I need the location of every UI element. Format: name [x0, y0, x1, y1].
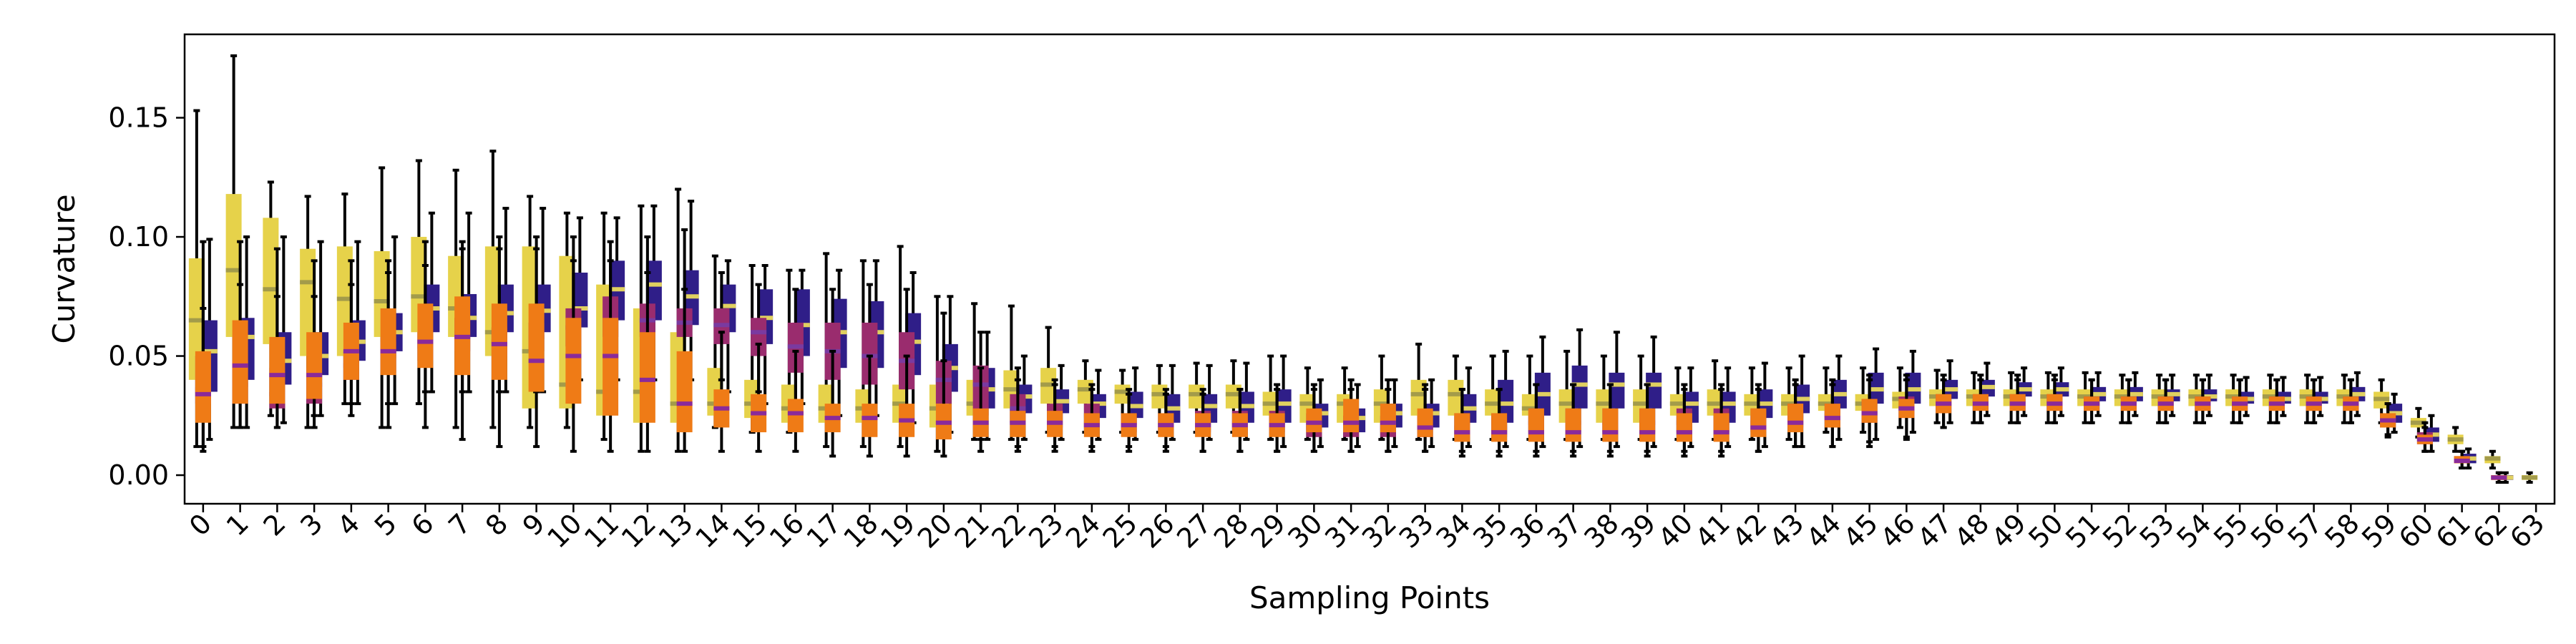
series-orange	[195, 247, 2507, 484]
box-orange	[417, 303, 434, 369]
box-orange	[602, 318, 619, 416]
box-orange	[1343, 399, 1360, 433]
box-orange	[1861, 399, 1878, 423]
x-tick-label: 7	[442, 507, 477, 542]
box-orange	[565, 318, 582, 404]
y-tick-label: 0.05	[108, 341, 169, 372]
series-navy	[201, 200, 2514, 484]
box-navy	[1646, 372, 1662, 409]
x-tick-label: 3	[294, 507, 328, 542]
box-orange	[1565, 408, 1581, 442]
x-tick-label: 2	[258, 507, 292, 542]
box-navy	[1609, 372, 1625, 409]
y-axis: 0.00 0.05 0.10 0.15	[108, 102, 185, 491]
box-orange	[1528, 408, 1544, 442]
box-orange	[1602, 408, 1619, 442]
y-tick-label: 0.15	[108, 102, 169, 134]
x-tick-label: 1	[220, 507, 255, 542]
x-axis-label: Sampling Points	[1249, 580, 1490, 615]
box-orange	[1676, 413, 1692, 442]
box-navy	[1571, 365, 1588, 409]
box-orange	[232, 320, 248, 404]
box-yellow	[300, 248, 316, 356]
box-orange	[1454, 413, 1470, 442]
box-orange	[1491, 413, 1508, 442]
x-axis: 0 1 2 3 4 5 6 7 8 9101112131415161718192021222324…	[183, 504, 2550, 555]
plot-marks	[188, 54, 2538, 484]
x-tick-label: 4	[331, 507, 366, 542]
box-orange	[528, 303, 545, 392]
box-orange	[1750, 408, 1767, 437]
plot-frame	[183, 33, 2556, 505]
box-orange	[787, 399, 804, 433]
box-orange	[1824, 404, 1840, 428]
box-orange	[639, 332, 655, 423]
box-orange	[195, 351, 211, 423]
box-orange	[306, 332, 323, 399]
box-orange	[1380, 404, 1396, 433]
box-orange	[491, 303, 507, 380]
box-orange	[269, 336, 286, 404]
box-orange	[1306, 408, 1322, 433]
box-yellow	[225, 194, 242, 337]
x-tick-label: 5	[369, 507, 403, 542]
box-orange	[676, 351, 693, 433]
x-tick-label: 0	[183, 507, 218, 542]
box-orange	[1713, 413, 1729, 442]
x-tick-label: 8	[479, 507, 514, 542]
box-orange	[1417, 408, 1433, 437]
y-tick-label: 0.10	[108, 221, 169, 253]
box-orange	[1639, 408, 1656, 442]
box-orange	[1787, 404, 1804, 433]
box-magenta	[862, 322, 878, 385]
x-tick-label: 6	[406, 507, 440, 542]
box-magenta	[751, 318, 767, 356]
box-orange	[862, 404, 878, 437]
x-tick-label: 63	[2504, 507, 2550, 554]
y-tick-label: 0.00	[108, 459, 169, 491]
box-orange	[380, 308, 396, 376]
y-axis-label: Curvature	[47, 194, 82, 343]
